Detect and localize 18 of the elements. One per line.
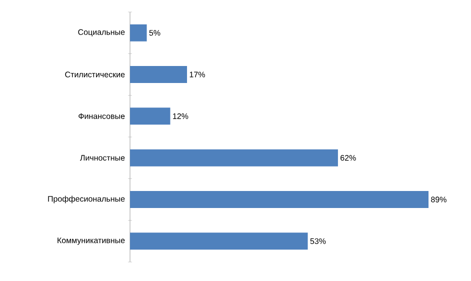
bar [130,191,429,208]
data-label: 62% [340,155,356,161]
data-label: 17% [190,72,205,78]
y-tick-label: Личностные [80,155,125,161]
bar [130,232,308,250]
y-tick-label: Стилистические [65,72,125,78]
data-label: 12% [173,113,188,119]
bar [130,149,338,166]
y-tick-label: Финансовые [78,113,125,119]
data-label: 53% [310,238,326,244]
bar [130,66,188,84]
y-tick-label: Проффесиональные [48,196,125,204]
y-tick-label: Социальные [78,29,125,36]
y-tick-label: Коммуникативные [58,238,125,245]
data-label: 5% [149,30,160,36]
bar [130,108,170,125]
data-label: 89% [431,196,446,202]
bar [130,24,147,42]
